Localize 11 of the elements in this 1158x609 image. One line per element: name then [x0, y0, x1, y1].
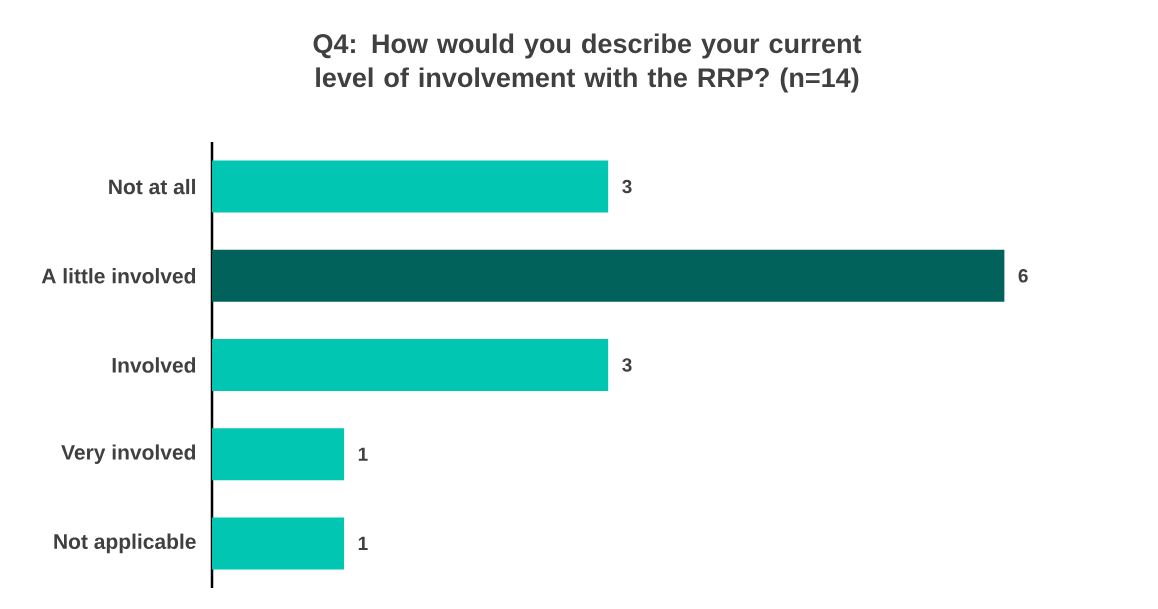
data-label: 1 [358, 447, 368, 461]
y-tick-label: Not applicable [54, 533, 196, 554]
y-tick-label: Very involved [61, 444, 196, 464]
y-tick-label: A little involved [41, 268, 196, 284]
y-tick-label: Involved [112, 357, 196, 373]
y-tick-label: Not at all [109, 178, 195, 195]
chart-title: Q4: How would you describe your current level of involvement with the RRP? (n=14) [313, 33, 862, 93]
data-label: 6 [1018, 269, 1028, 283]
data-label: 1 [358, 536, 368, 550]
data-label: 3 [622, 179, 632, 194]
data-label: 3 [622, 358, 632, 372]
